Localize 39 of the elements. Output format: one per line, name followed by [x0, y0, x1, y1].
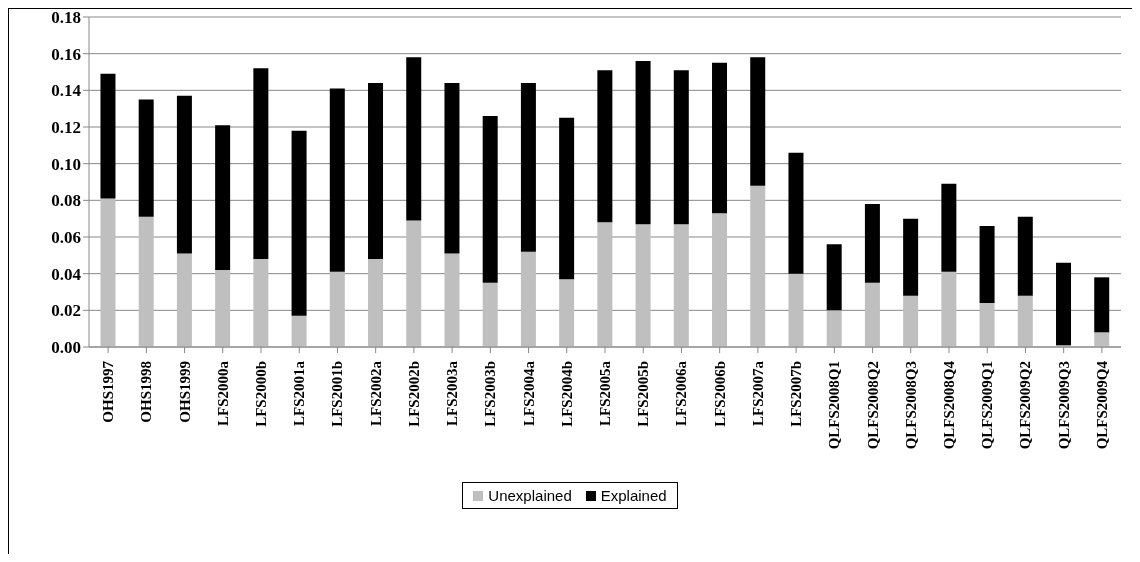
y-tick-label: 0.06	[51, 228, 81, 248]
y-tick-label: 0.14	[51, 81, 82, 101]
y-tick-label: 0.12	[51, 118, 81, 138]
x-tick-label: QLFS2008Q1	[826, 361, 843, 450]
legend-label: Unexplained	[487, 487, 572, 504]
x-tick-label: LFS2000a	[214, 360, 231, 427]
x-tick-label: QLFS2009Q4	[1093, 360, 1110, 450]
x-tick-label: QLFS2008Q3	[902, 361, 919, 450]
y-tick-label: 0.02	[51, 301, 81, 321]
x-tick-label: LFS2003b	[482, 361, 499, 427]
x-tick-label: LFS2001b	[329, 361, 346, 427]
x-tick-label: LFS2007b	[788, 361, 805, 427]
x-tick-label: OHS1997	[100, 360, 117, 423]
y-tick-label: 0.00	[51, 338, 81, 358]
x-tick-label: LFS2005b	[635, 361, 652, 427]
x-tick-label: LFS2006a	[673, 360, 690, 427]
x-tick-label: QLFS2009Q2	[1017, 361, 1034, 450]
y-tick-label: 0.10	[51, 154, 81, 174]
x-tick-label: LFS2000b	[253, 361, 269, 427]
y-tick-label: 0.18	[51, 8, 81, 28]
x-tick-label: LFS2002a	[367, 360, 384, 427]
x-tick-label: LFS2004b	[558, 361, 575, 427]
x-tick-label: QLFS2008Q4	[941, 360, 957, 450]
x-tick-label: LFS2005a	[597, 360, 613, 427]
x-tick-label: QLFS2009Q1	[979, 361, 996, 450]
x-tick-label: LFS2006b	[711, 361, 728, 427]
y-tick-label: 0.04	[51, 264, 82, 284]
legend-label: Explained	[599, 487, 667, 504]
x-tick-label: LFS2003a	[444, 360, 461, 427]
x-tick-label: LFS2004a	[520, 360, 537, 427]
x-tick-label: LFS2001a	[291, 360, 308, 427]
x-tick-label: QLFS2008Q2	[864, 361, 881, 450]
x-tick-label: OHS1999	[176, 361, 193, 423]
x-tick-label: LFS2007a	[749, 360, 766, 427]
y-tick-label: 0.08	[51, 191, 81, 211]
y-tick-label: 0.16	[51, 44, 81, 64]
x-tick-label: LFS2002b	[405, 361, 422, 427]
x-tick-label: OHS1998	[138, 361, 155, 423]
x-tick-label: QLFS2009Q3	[1055, 361, 1072, 450]
